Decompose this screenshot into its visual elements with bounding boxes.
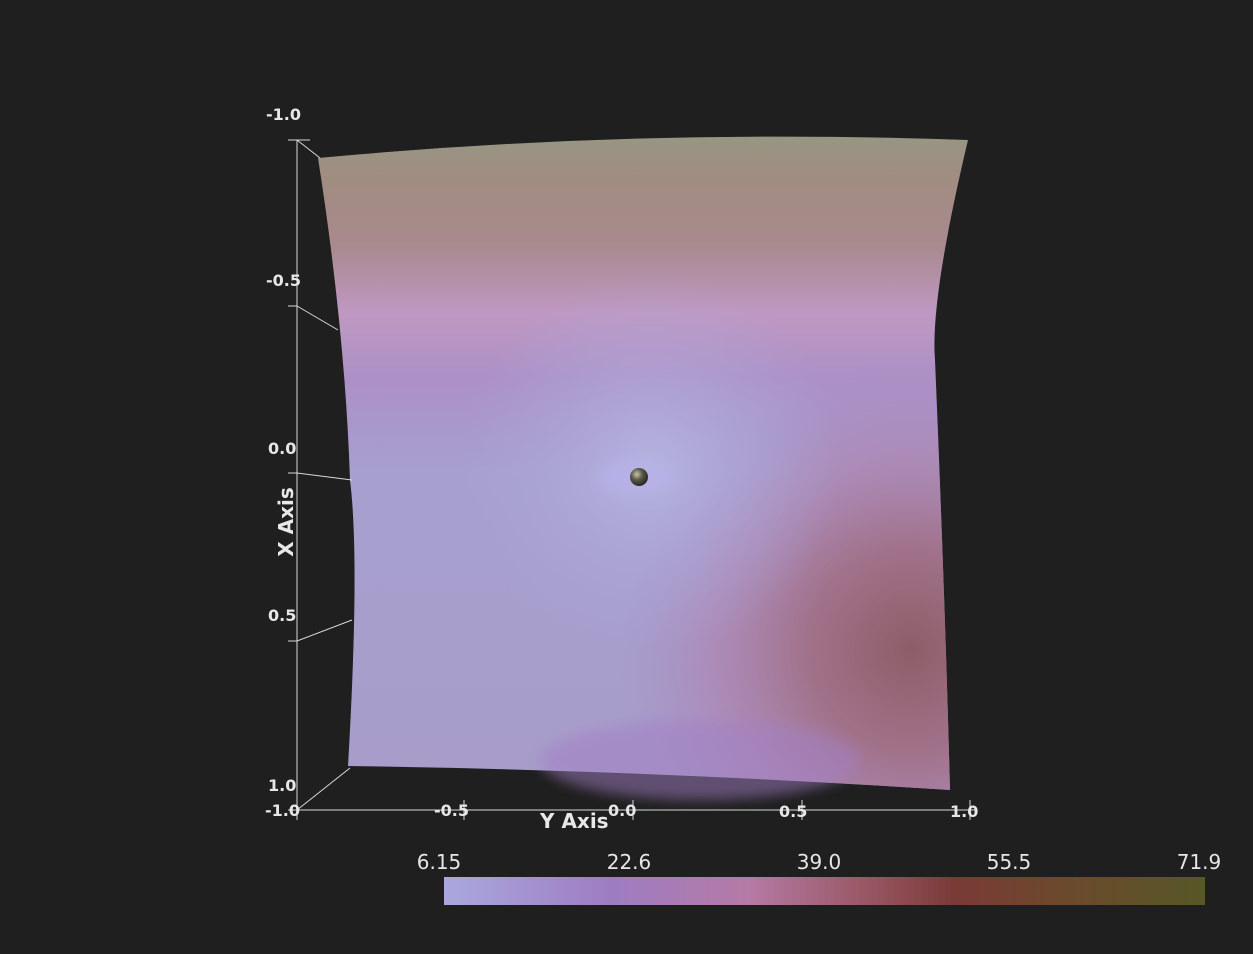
y-tick-label: -1.0 [265,801,300,820]
y-tick-label: 0.0 [608,801,636,820]
x-tick-label: -0.5 [266,271,301,290]
x-axis-tick-labels: -1.0 -0.5 0.0 0.5 1.0 [266,105,301,795]
point-marker [630,468,648,486]
colorbar-tick-label: 22.6 [607,850,652,874]
colorbar-gradient [444,877,1205,905]
x-axis-title: X Axis [274,487,298,557]
axes-frame [296,139,975,811]
y-axis-tick-marks [296,800,971,820]
x-tick-label: 0.5 [268,606,296,625]
y-axis-tick-labels: -1.0 -0.5 0.0 0.5 1.0 [265,801,978,821]
y-axis-title: Y Axis [539,809,609,833]
x-tick-label: 0.0 [268,439,296,458]
x-tick-label: -1.0 [266,105,301,124]
colorbar-tick-label: 71.9 [1177,850,1222,874]
x-axis-tick-marks [288,139,353,811]
colorbar-tick-labels: 6.15 22.6 39.0 55.5 71.9 [417,850,1222,874]
colorbar-tick-label: 55.5 [987,850,1032,874]
x-tick-label: 1.0 [268,776,296,795]
y-tick-label: -0.5 [434,801,469,820]
y-tick-label: 0.5 [779,802,807,821]
colorbar-tick-label: 39.0 [797,850,842,874]
colored-surface [318,136,968,800]
y-tick-label: 1.0 [950,802,978,821]
colorbar: 6.15 22.6 39.0 55.5 71.9 [417,850,1222,905]
colorbar-tick-label: 6.15 [417,850,462,874]
